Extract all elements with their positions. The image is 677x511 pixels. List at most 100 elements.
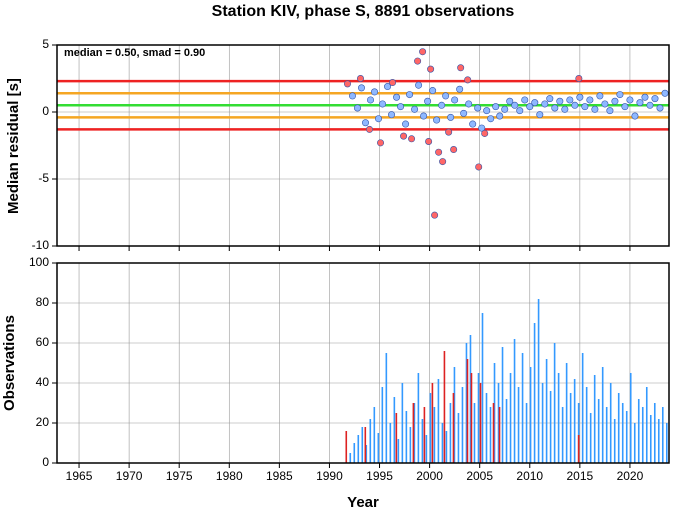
bar [537, 299, 540, 463]
point [367, 96, 375, 104]
point [646, 101, 654, 109]
bar [649, 415, 652, 463]
point [464, 76, 472, 84]
point [371, 88, 379, 96]
bar [521, 353, 524, 463]
point [591, 105, 599, 113]
x-tick-label: 2015 [567, 469, 594, 483]
y-tick-label: 40 [36, 375, 50, 389]
x-tick-label: 1965 [66, 469, 93, 483]
point [576, 93, 584, 101]
bar [493, 363, 496, 463]
point [506, 97, 514, 105]
bar [605, 407, 608, 463]
y-tick-label: 60 [36, 335, 50, 349]
point [661, 89, 669, 97]
bar [577, 403, 580, 463]
x-tick-label: 2000 [416, 469, 443, 483]
y-axis-label: Observations [1, 315, 18, 411]
point [656, 104, 664, 112]
bar [473, 403, 476, 463]
point [641, 93, 649, 101]
point [435, 148, 443, 156]
bar [470, 373, 473, 463]
point [389, 79, 397, 87]
point [478, 124, 486, 132]
bar [479, 383, 482, 463]
bar [533, 323, 536, 463]
bar [357, 435, 360, 463]
x-tick-label: 2020 [617, 469, 644, 483]
bar [505, 399, 508, 463]
bar [509, 373, 512, 463]
bar [501, 347, 504, 463]
bar [349, 453, 352, 463]
x-tick-label: 1975 [166, 469, 193, 483]
bar [429, 393, 432, 463]
bar [541, 383, 544, 463]
bar [589, 413, 592, 463]
bar [633, 423, 636, 463]
bar [421, 419, 424, 463]
plot-area [57, 45, 669, 246]
bar [461, 387, 464, 463]
bar [361, 427, 364, 463]
point [536, 111, 544, 119]
point [566, 96, 574, 104]
point [445, 128, 453, 136]
bar [641, 407, 644, 463]
bar [557, 373, 560, 463]
bar [477, 373, 480, 463]
point [551, 104, 559, 112]
point [474, 104, 482, 112]
point [356, 75, 364, 83]
bar [441, 423, 444, 463]
point [601, 100, 609, 108]
x-tick-label: 1980 [216, 469, 243, 483]
point [357, 84, 365, 92]
bar [489, 407, 492, 463]
point [501, 105, 509, 113]
point [483, 107, 491, 115]
y-tick-label: -5 [38, 171, 49, 185]
point [353, 104, 361, 112]
bar [549, 391, 552, 463]
bar [431, 383, 434, 463]
point [400, 132, 408, 140]
bar [353, 443, 356, 463]
bar [389, 423, 392, 463]
bar [601, 367, 604, 463]
point [516, 107, 524, 115]
point [546, 95, 554, 103]
point [481, 129, 489, 137]
bar [653, 403, 656, 463]
bar [373, 407, 376, 463]
bar [525, 403, 528, 463]
bar [345, 431, 348, 463]
x-axis-label: Year [347, 494, 379, 511]
point [457, 64, 465, 72]
point [561, 105, 569, 113]
point [415, 81, 423, 89]
point [616, 91, 624, 99]
bar [573, 379, 576, 463]
point [611, 97, 619, 105]
bar [445, 431, 448, 463]
point [411, 105, 419, 113]
bar [469, 335, 472, 463]
point [375, 115, 383, 123]
chart-title: Station KIV, phase S, 8891 observations [212, 3, 515, 20]
point [631, 112, 639, 120]
x-tick-label: 2005 [466, 469, 493, 483]
point [621, 103, 629, 111]
point [384, 83, 392, 91]
point [571, 101, 579, 109]
point [606, 107, 614, 115]
y-tick-label: 80 [36, 295, 50, 309]
bar [369, 419, 372, 463]
point [626, 96, 634, 104]
bar [597, 399, 600, 463]
bar [529, 367, 532, 463]
x-tick-label: 1990 [316, 469, 343, 483]
